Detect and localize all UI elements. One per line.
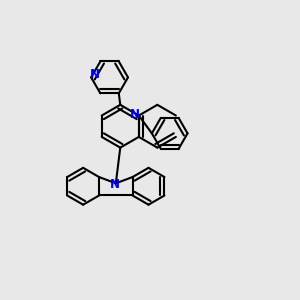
Text: N: N [90, 68, 100, 82]
Text: N: N [130, 108, 140, 122]
Text: N: N [110, 178, 120, 191]
